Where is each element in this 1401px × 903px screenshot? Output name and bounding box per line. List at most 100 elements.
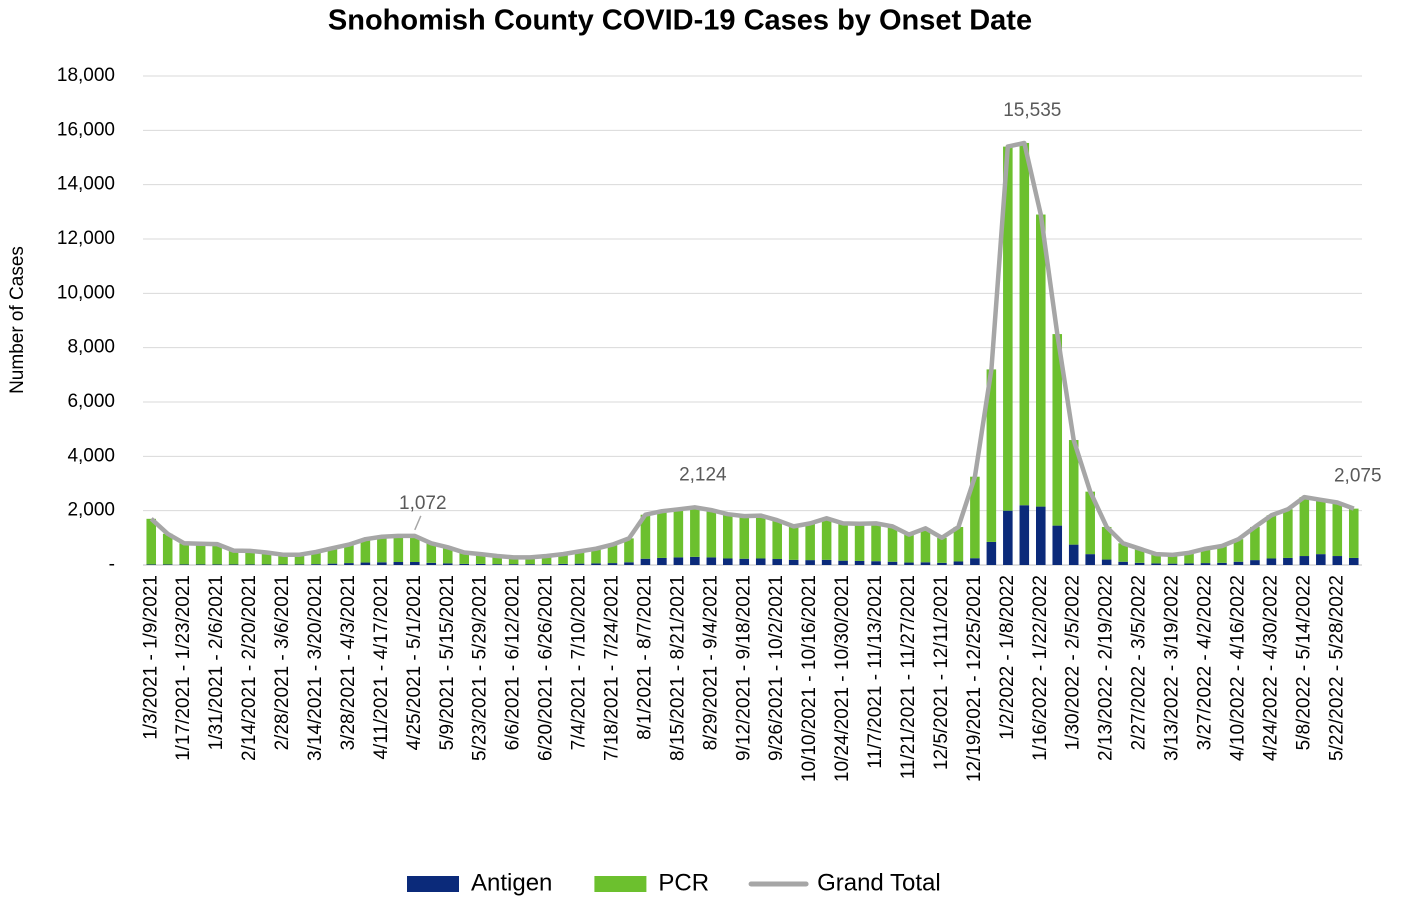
bar [821, 518, 832, 560]
legend-label: PCR [658, 869, 709, 896]
bar [1068, 544, 1079, 565]
bar [1101, 526, 1112, 560]
bar [146, 518, 157, 565]
bar [1068, 440, 1079, 545]
bar [657, 557, 667, 565]
bar [541, 564, 552, 565]
data-label: 2,075 [1334, 466, 1382, 487]
bar [1019, 142, 1030, 506]
bar [1332, 556, 1343, 565]
bar [278, 554, 288, 565]
bar [327, 563, 338, 565]
bar [508, 557, 519, 565]
bar [673, 509, 684, 558]
bar [410, 535, 420, 563]
bar [475, 554, 486, 564]
bar [492, 556, 502, 565]
bar [1217, 562, 1227, 565]
bar [228, 550, 239, 565]
x-tick-label: 7/4/2021 - 7/10/2021 [569, 575, 590, 750]
bar [146, 564, 157, 565]
bar [1283, 557, 1293, 565]
x-tick-label: 3/14/2021 - 3/20/2021 [305, 575, 326, 761]
x-tick-label: 1/17/2021 - 1/23/2021 [173, 575, 194, 761]
bar [805, 523, 815, 561]
bar [706, 510, 717, 558]
bar [426, 562, 437, 565]
bar [492, 564, 502, 565]
bar [261, 564, 272, 565]
x-tick-label: 11/7/2021 - 11/13/2021 [865, 575, 886, 769]
bar [607, 544, 618, 564]
bar [937, 562, 947, 565]
x-tick-label: 9/26/2021 - 10/2/2021 [766, 575, 787, 761]
bar [1035, 506, 1046, 565]
bar [887, 526, 898, 562]
bar [1233, 561, 1244, 565]
bar [953, 526, 964, 562]
x-tick-label: 5/23/2021 - 5/29/2021 [470, 575, 491, 761]
bar [327, 548, 338, 564]
legend-swatch [594, 876, 647, 892]
bar [1348, 508, 1359, 558]
bar [838, 560, 848, 565]
bar [1283, 509, 1293, 558]
legend-label: Grand Total [817, 869, 941, 896]
x-tick-label: 4/25/2021 - 5/1/2021 [404, 575, 425, 750]
bar [772, 559, 782, 565]
bar [624, 538, 634, 563]
bar [854, 523, 865, 561]
bar [508, 564, 519, 565]
bar [805, 560, 815, 565]
bar [212, 544, 222, 565]
bar [673, 557, 684, 565]
bar [937, 537, 947, 563]
bar [278, 564, 288, 565]
bar [772, 520, 782, 560]
bar [640, 514, 651, 559]
bar [1003, 510, 1013, 565]
data-label: 2,124 [679, 464, 727, 485]
bar [245, 550, 255, 565]
x-tick-label: 6/20/2021 - 6/26/2021 [536, 575, 557, 761]
bar [525, 564, 535, 565]
bar [1134, 548, 1145, 563]
bar [311, 551, 321, 565]
bar [377, 536, 387, 563]
bar [624, 562, 634, 565]
bar [920, 562, 931, 565]
bar [179, 543, 189, 565]
x-tick-label: 6/6/2021 - 6/12/2021 [503, 575, 524, 750]
bar [1250, 526, 1260, 561]
x-tick-label: 1/31/2021 - 2/6/2021 [206, 575, 227, 750]
bar [393, 562, 404, 565]
bar [459, 552, 470, 564]
bar [723, 558, 733, 565]
bar [1184, 563, 1194, 565]
bar [591, 548, 601, 564]
x-tick-label: 2/13/2022 - 2/19/2022 [1096, 575, 1117, 761]
x-tick-label: 12/19/2021 - 12/25/2021 [964, 575, 985, 782]
x-tick-label: 4/10/2022 - 4/16/2022 [1227, 575, 1248, 761]
bar [739, 516, 750, 559]
y-tick-label: 14,000 [57, 174, 115, 195]
bar [393, 535, 404, 563]
legend-label: Antigen [471, 869, 552, 896]
bar [311, 564, 321, 565]
bar [970, 476, 980, 559]
bar [871, 561, 881, 565]
bar [838, 523, 848, 561]
x-tick-label: 1/3/2021 - 1/9/2021 [140, 575, 161, 740]
y-tick-label: 16,000 [57, 119, 115, 140]
y-tick-label: 6,000 [67, 391, 115, 412]
bar [459, 563, 470, 565]
bar [1217, 545, 1227, 563]
bar [574, 563, 585, 565]
bar [525, 557, 535, 565]
x-tick-label: 12/5/2021 - 12/11/2021 [931, 575, 952, 770]
x-tick-label: 4/24/2022 - 4/30/2022 [1260, 575, 1281, 761]
bar [1085, 491, 1095, 555]
bar [1299, 497, 1310, 557]
bar [360, 562, 371, 565]
bar [788, 559, 799, 565]
